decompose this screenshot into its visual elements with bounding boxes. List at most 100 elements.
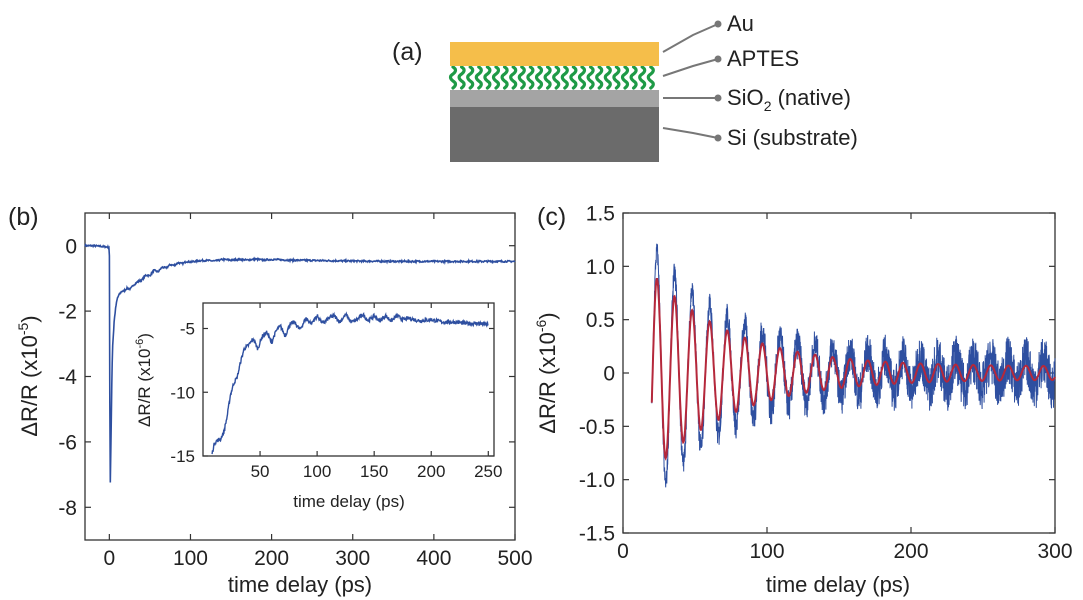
y-tick-label: 0	[65, 235, 77, 258]
aptes-molecule	[638, 65, 647, 90]
x-tick-label: 200	[893, 540, 928, 563]
plot-c-ticks: 0 100 200 300 1.5 1.0 0.5 0 -0.5 -1.0 -1.5	[579, 203, 1073, 563]
layer-sio2	[450, 89, 659, 107]
aptes-molecule	[466, 65, 475, 90]
x-tick-label: 100	[303, 462, 331, 481]
inset-b-frame	[202, 302, 495, 457]
y-tick-label: 1.5	[586, 203, 615, 226]
leader-au	[662, 23, 719, 53]
x-tick-label: 500	[497, 547, 532, 570]
inset-b: 50 100 150 200 250 -5 -10 -15 time delay (ps) Δ…	[134, 302, 502, 511]
label-sio2-main: SiO	[727, 85, 764, 110]
inset-b-ticks: 50 100 150 200 250 -5 -10 -15	[170, 303, 502, 481]
dot-au	[714, 20, 722, 28]
plot-c-ylabel-main: ΔR/R (x10	[535, 332, 560, 434]
x-tick-label: 100	[173, 547, 208, 570]
aptes-molecule	[517, 65, 526, 90]
x-tick-label: 0	[103, 547, 115, 570]
y-tick-label: -2	[58, 301, 77, 324]
aptes-molecule	[552, 65, 561, 90]
label-au: Au	[727, 11, 754, 36]
x-tick-label: 200	[254, 547, 289, 570]
panel-c: (c) 0 100 200 300 1.5 1.0 0.5 0 -0.5 -1.0 -1.5 tim…	[533, 203, 1073, 597]
x-tick-label: 50	[251, 462, 270, 481]
plot-b-ylabel-main: ΔR/R (x10	[17, 335, 42, 437]
x-tick-label: 150	[360, 462, 388, 481]
y-tick-label: -6	[58, 431, 77, 454]
dot-sio2	[714, 94, 722, 102]
aptes-molecule	[526, 65, 535, 90]
dot-si	[714, 134, 722, 142]
inset-b-ylabel-close: )	[135, 333, 154, 339]
aptes-molecule	[586, 65, 595, 90]
panel-b: (b) 0 100 200 300 400 500 0 -2 -4 -6 -8 time delay…	[8, 203, 533, 597]
plot-c-ylabel-exp: -6	[533, 319, 549, 332]
y-tick-label: 1.0	[586, 256, 615, 279]
x-tick-label: 200	[417, 462, 445, 481]
aptes-molecule	[543, 65, 552, 90]
aptes-molecules	[448, 65, 655, 90]
inset-b-ylabel-exp: -6	[134, 339, 146, 349]
inset-b-xlabel: time delay (ps)	[293, 492, 404, 511]
x-tick-label: 300	[1037, 540, 1072, 563]
series-b-inset-line	[211, 311, 489, 455]
aptes-molecule	[577, 65, 587, 90]
inset-b-bg	[203, 303, 494, 456]
plot-b-ylabel-close: )	[17, 315, 42, 322]
x-tick-label: 100	[749, 540, 784, 563]
y-tick-label: 0.5	[586, 309, 615, 332]
leader-si	[662, 127, 719, 139]
aptes-molecule	[534, 65, 544, 90]
panel-a-label: (a)	[392, 38, 423, 66]
aptes-molecule	[560, 65, 569, 90]
aptes-molecule	[491, 65, 501, 90]
aptes-molecule	[646, 65, 655, 90]
dot-aptes	[714, 55, 722, 63]
inset-b-ylabel-main: ΔR/R (x10	[135, 349, 154, 427]
x-tick-label: 0	[617, 540, 629, 563]
x-tick-label: 250	[474, 462, 502, 481]
x-tick-label: 400	[416, 547, 451, 570]
aptes-molecule	[603, 65, 612, 90]
layer-si	[450, 106, 659, 162]
panel-c-label: (c)	[537, 203, 566, 231]
inset-b-ylabel: ΔR/R (x10-6)	[134, 333, 154, 427]
label-si: Si (substrate)	[727, 125, 858, 150]
plot-c-ylabel: ΔR/R (x10-6)	[533, 312, 560, 433]
plot-c-xlabel: time delay (ps)	[766, 572, 910, 597]
aptes-molecule	[500, 65, 509, 90]
plot-b-ticks: 0 100 200 300 400 500 0 -2 -4 -6 -8	[58, 213, 533, 570]
label-sio2: SiO2 (native)	[727, 85, 851, 114]
plot-b-ylabel-exp: -5	[15, 322, 31, 335]
plot-c-ylabel-close: )	[535, 312, 560, 319]
aptes-molecule	[509, 65, 518, 90]
series-c-fit	[650, 278, 1056, 461]
layer-au	[450, 42, 659, 66]
series-c-measured	[651, 243, 1056, 488]
aptes-molecule	[595, 65, 604, 90]
x-tick-label: 300	[335, 547, 370, 570]
aptes-molecule	[620, 65, 630, 90]
aptes-molecule	[483, 65, 492, 90]
y-tick-label: -8	[58, 497, 77, 520]
y-tick-label: -0.5	[579, 416, 615, 439]
panel-a: (a) Au APTES SiO2 (native) Si (substrate…	[392, 11, 858, 162]
y-tick-label: 0	[603, 363, 615, 386]
aptes-molecule	[612, 65, 621, 90]
plot-b-xlabel: time delay (ps)	[228, 572, 372, 597]
y-tick-label: -10	[170, 383, 195, 402]
y-tick-label: -15	[170, 447, 195, 466]
leader-aptes	[662, 58, 719, 77]
aptes-molecule	[448, 65, 458, 90]
panel-b-label: (b)	[8, 203, 39, 231]
y-tick-label: -1.0	[579, 469, 615, 492]
aptes-molecule	[474, 65, 483, 90]
aptes-molecule	[629, 65, 638, 90]
y-tick-label: -1.5	[579, 523, 615, 546]
label-aptes: APTES	[727, 46, 799, 71]
y-tick-label: -5	[180, 320, 195, 339]
label-sio2-subscript: 2	[764, 98, 772, 114]
y-tick-label: -4	[58, 366, 77, 389]
aptes-molecule	[569, 65, 578, 90]
